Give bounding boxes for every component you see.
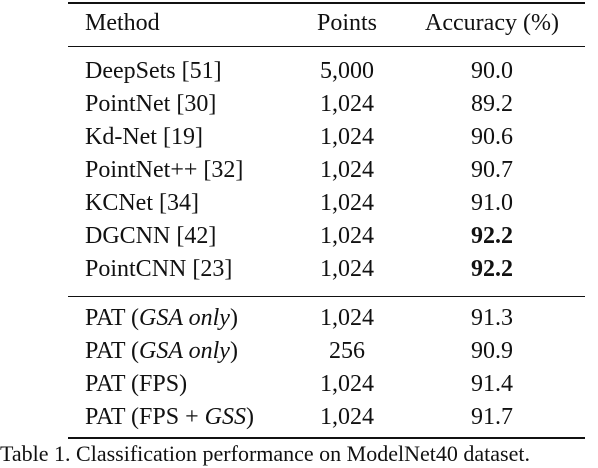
- points-cell: 1,024: [320, 305, 374, 331]
- top-rule: [68, 2, 585, 4]
- points-cell: 5,000: [320, 58, 374, 84]
- points-cell: 1,024: [320, 256, 374, 282]
- method-text: ): [245, 404, 254, 430]
- method-cell: PointNet [30]: [85, 91, 216, 117]
- header-cell: Points: [316, 10, 378, 36]
- method-text: DeepSets [51]: [85, 58, 222, 84]
- method-text: PointCNN [23]: [85, 256, 233, 282]
- method-text: Kd-Net [19]: [85, 124, 203, 150]
- method-text: PAT (FPS): [85, 371, 188, 397]
- accuracy-cell: 91.0: [471, 190, 513, 216]
- points-cell: 1,024: [320, 157, 374, 183]
- accuracy-cell: 92.2: [471, 223, 513, 249]
- points-cell: 1,024: [320, 223, 374, 249]
- method-text: DGCNN [42]: [85, 223, 217, 249]
- method-text: PointNet++ [32]: [85, 157, 244, 183]
- accuracy-cell: 89.2: [471, 91, 513, 117]
- header-cell: Method: [85, 10, 160, 36]
- group-rule: [68, 296, 585, 297]
- points-cell: 1,024: [320, 190, 374, 216]
- method-text: ): [229, 338, 238, 364]
- bottom-rule: [68, 437, 585, 439]
- method-text: PAT (FPS +: [85, 404, 205, 430]
- header-cell: Accuracy (%): [425, 10, 559, 36]
- method-text: KCNet [34]: [85, 190, 199, 216]
- method-cell: PAT (FPS): [85, 371, 187, 397]
- method-cell: PAT (FPS + GSS): [85, 404, 254, 430]
- method-text: PAT (: [85, 305, 140, 331]
- method-cell: KCNet [34]: [85, 190, 199, 216]
- points-cell: 1,024: [320, 404, 374, 430]
- method-text: GSA only: [139, 305, 230, 331]
- method-text: ): [229, 305, 238, 331]
- method-cell: PointNet++ [32]: [85, 157, 243, 183]
- method-text: GSS: [204, 404, 246, 430]
- accuracy-cell: 91.4: [471, 371, 513, 397]
- accuracy-cell: 91.7: [471, 404, 513, 430]
- method-cell: Kd-Net [19]: [85, 124, 203, 150]
- method-cell: DGCNN [42]: [85, 223, 216, 249]
- accuracy-cell: 90.9: [471, 338, 513, 364]
- points-cell: 1,024: [320, 371, 374, 397]
- method-cell: DeepSets [51]: [85, 58, 222, 84]
- accuracy-cell: 91.3: [471, 305, 513, 331]
- accuracy-cell: 90.6: [471, 124, 513, 150]
- method-cell: PAT (GSA only): [85, 338, 238, 364]
- accuracy-cell: 90.7: [471, 157, 513, 183]
- points-cell: 1,024: [320, 91, 374, 117]
- accuracy-cell: 90.0: [471, 58, 513, 84]
- points-cell: 256: [329, 338, 365, 364]
- method-cell: PointCNN [23]: [85, 256, 232, 282]
- accuracy-cell: 92.2: [471, 256, 513, 282]
- method-text: PAT (: [85, 338, 140, 364]
- points-cell: 1,024: [320, 124, 374, 150]
- method-text: PointNet [30]: [85, 91, 217, 117]
- method-cell: PAT (GSA only): [85, 305, 238, 331]
- header-rule: [68, 46, 585, 47]
- method-text: GSA only: [139, 338, 230, 364]
- caption: Table 1. Classification performance on M…: [0, 441, 530, 466]
